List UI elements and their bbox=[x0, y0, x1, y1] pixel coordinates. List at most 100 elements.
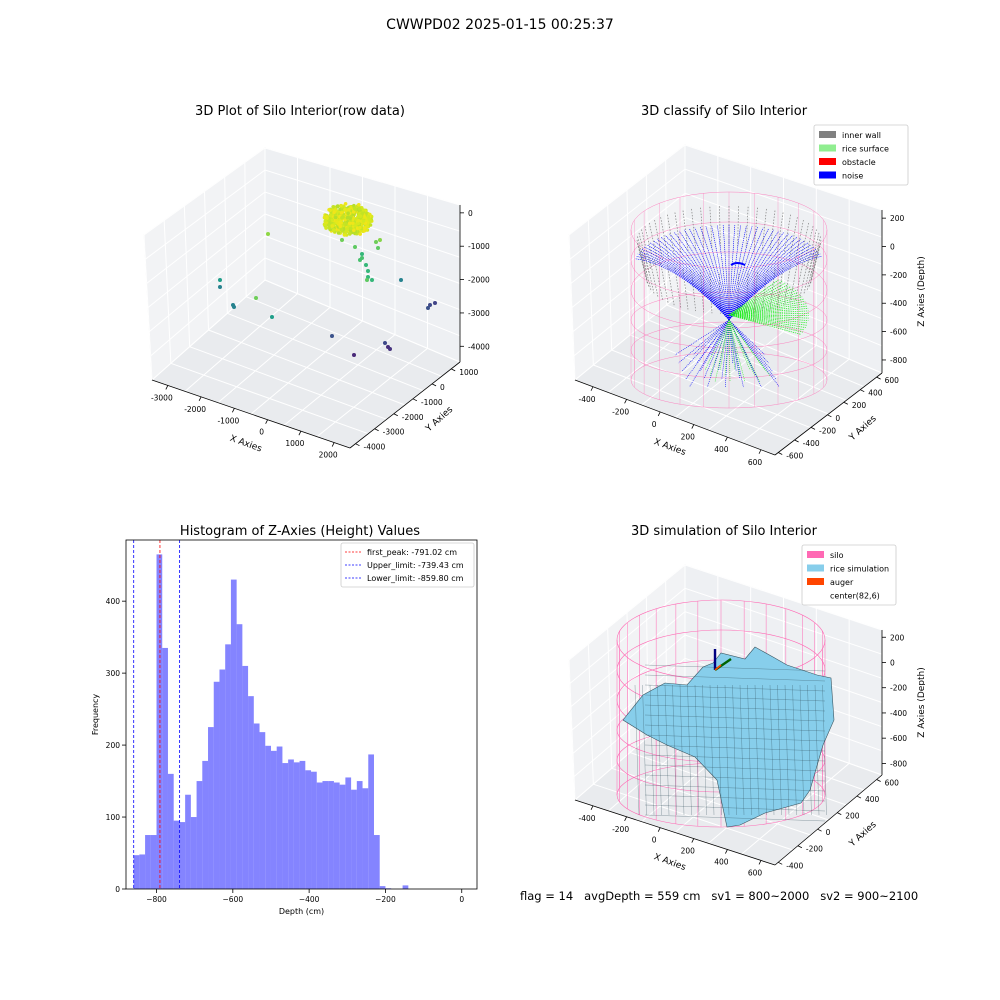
p4-x-tick-label: 600 bbox=[748, 868, 763, 877]
p2-wall-point bbox=[803, 253, 814, 294]
hist-legend-label: first_peak: -791.02 cm bbox=[367, 548, 457, 557]
p4-legend: silo rice simulation auger center(82,6) bbox=[801, 544, 897, 606]
p2-x-tick-label: 0 bbox=[652, 420, 657, 429]
p2-wall-point bbox=[789, 262, 798, 303]
p2-noise-ray bbox=[705, 226, 730, 321]
p2-rice-ray bbox=[728, 288, 794, 316]
p4-z-tick-label: 0 bbox=[890, 658, 895, 667]
p4-z-tick-label: -800 bbox=[890, 759, 907, 768]
p2-noise-ray bbox=[728, 235, 794, 321]
p4-mesh-line bbox=[769, 684, 775, 816]
p4-mesh-line bbox=[717, 684, 722, 816]
p2-wall-point bbox=[638, 232, 650, 274]
hist-bar bbox=[276, 746, 283, 889]
p2-rice-rays bbox=[704, 279, 809, 383]
p2-rice-ray bbox=[728, 314, 809, 321]
p1-point bbox=[383, 341, 387, 345]
p2-noise-ray bbox=[728, 225, 736, 321]
p1-point bbox=[428, 303, 432, 307]
p2-x-axis-line bbox=[574, 379, 776, 456]
p1-y-tick bbox=[355, 443, 360, 447]
p1-point bbox=[218, 285, 222, 289]
hist-y-tick-label: 400 bbox=[106, 597, 121, 606]
p4-mesh-line bbox=[644, 734, 826, 742]
p1-point bbox=[356, 221, 360, 226]
p1-point bbox=[330, 218, 335, 222]
p1-x-tick-label: 2000 bbox=[319, 451, 338, 460]
p4-mesh-line bbox=[724, 684, 730, 816]
p2-rice-ray bbox=[728, 279, 779, 316]
p4-legend-frame bbox=[801, 544, 897, 606]
p4-z-tick-label: -200 bbox=[890, 684, 907, 693]
panel3-title: Histogram of Z-Axies (Height) Values bbox=[179, 524, 421, 539]
p4-mesh-line bbox=[644, 664, 826, 672]
hist-bar bbox=[173, 820, 180, 889]
p4-surface-mesh bbox=[634, 664, 827, 822]
p1-y-tick-label: -1000 bbox=[421, 398, 443, 407]
p1-point bbox=[342, 233, 347, 237]
p2-legend-label: inner wall bbox=[842, 131, 881, 140]
p1-y-tick bbox=[431, 383, 437, 387]
p4-y-tick bbox=[837, 812, 842, 815]
p1-point bbox=[350, 221, 355, 225]
hist-bar bbox=[145, 835, 151, 889]
p2-wall-point bbox=[638, 246, 650, 288]
hist-bar bbox=[362, 788, 369, 889]
p1-point bbox=[358, 225, 362, 230]
p1-point bbox=[368, 219, 373, 223]
p2-y-tick-label: -200 bbox=[819, 426, 836, 435]
hist-bar bbox=[139, 854, 146, 889]
p4-y-tick-label: -400 bbox=[786, 861, 803, 870]
hist-bar bbox=[219, 669, 226, 889]
hist-bar bbox=[150, 835, 157, 889]
p1-x-tick-label: -2000 bbox=[184, 405, 206, 414]
panel2-title: 3D classify of Silo Interior bbox=[640, 104, 808, 119]
p1-y-tick bbox=[412, 398, 418, 402]
p4-z-tick-label: 200 bbox=[890, 633, 905, 642]
p2-rice-ray bbox=[728, 290, 797, 316]
p1-point bbox=[399, 278, 403, 282]
p2-noise-ray bbox=[694, 227, 730, 321]
p1-x-tick-label: -1000 bbox=[217, 416, 239, 425]
p2-legend-swatch bbox=[819, 158, 836, 165]
p4-legend-label: center(82,6) bbox=[830, 592, 880, 601]
p1-x-tick bbox=[198, 396, 202, 402]
p4-mesh-line bbox=[644, 804, 826, 812]
p2-noise-ray bbox=[669, 233, 730, 321]
hist-y-tick-label: 100 bbox=[106, 813, 121, 822]
p4-legend-swatch bbox=[807, 564, 824, 572]
hist-bar bbox=[311, 771, 317, 889]
p2-rice-ray bbox=[728, 319, 771, 377]
p2-noise-ray bbox=[707, 319, 730, 388]
hist-bar bbox=[167, 773, 174, 889]
p1-y-tick bbox=[393, 413, 398, 417]
p1-point bbox=[330, 224, 335, 228]
p1-point bbox=[360, 252, 364, 256]
p2-wall-point bbox=[700, 272, 705, 313]
p4-mesh-line bbox=[784, 684, 790, 816]
hist-bar bbox=[208, 727, 214, 889]
p1-point bbox=[348, 226, 353, 231]
hist-legend-label: Upper_limit: -739.43 cm bbox=[367, 561, 464, 570]
p4-x-tick-label: 400 bbox=[714, 858, 729, 867]
p4-mesh-line bbox=[777, 684, 782, 816]
p2-x-tick bbox=[725, 436, 728, 442]
p1-y-tick bbox=[451, 368, 456, 372]
hist-y-tick-label: 0 bbox=[115, 885, 120, 894]
p2-legend-swatch bbox=[819, 131, 836, 138]
p1-y-tick-label: -4000 bbox=[364, 443, 386, 452]
p1-point bbox=[339, 203, 343, 208]
p2-noise-ray bbox=[664, 235, 730, 321]
classify-3d-plot: -400-20002004006006004002000-200-400-600… bbox=[568, 124, 925, 467]
p2-x-tick-label: 400 bbox=[714, 445, 729, 454]
p4-mesh-line bbox=[634, 684, 640, 816]
hist-bar bbox=[265, 745, 271, 889]
p1-y-tick bbox=[374, 428, 379, 432]
p2-rice-ray bbox=[728, 314, 809, 319]
hist-bar bbox=[270, 750, 277, 889]
p1-point bbox=[358, 214, 363, 218]
p4-mesh-line bbox=[644, 784, 826, 792]
p4-mesh-line bbox=[679, 684, 685, 816]
p2-noise-ray bbox=[728, 319, 777, 380]
p1-point bbox=[433, 301, 437, 305]
